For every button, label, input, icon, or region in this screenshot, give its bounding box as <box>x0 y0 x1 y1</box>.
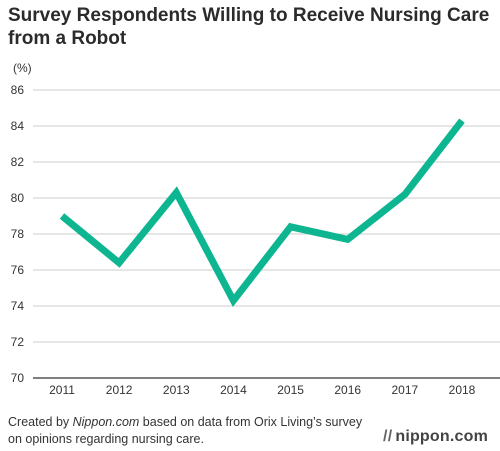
source-prefix: Created by <box>8 415 73 429</box>
y-tick-70: 70 <box>11 371 25 385</box>
y-tick-82: 82 <box>11 155 25 169</box>
x-tick-2018: 2018 <box>449 383 476 397</box>
x-tick-2012: 2012 <box>106 383 133 397</box>
series-line <box>59 118 465 308</box>
series-line-group <box>59 118 465 308</box>
chart-title: Survey Respondents Willing to Receive Nu… <box>8 5 490 49</box>
x-tick-2013: 2013 <box>163 383 190 397</box>
y-tick-84: 84 <box>11 119 25 133</box>
y-tick-76: 76 <box>11 263 25 277</box>
x-tick-2014: 2014 <box>220 383 247 397</box>
x-tick-2016: 2016 <box>334 383 361 397</box>
source-note: Created by Nippon.com based on data from… <box>8 414 378 448</box>
source-name: Nippon.com <box>72 415 140 429</box>
y-tick-80: 80 <box>11 191 25 205</box>
grid-lines <box>33 89 500 379</box>
logo-text: nippon.com <box>395 428 488 445</box>
nippon-logo: //nippon.com <box>383 428 488 446</box>
y-tick-72: 72 <box>11 335 25 349</box>
source-suffix: based on data from Orix Living’s survey … <box>8 415 363 446</box>
x-tick-2017: 2017 <box>392 383 419 397</box>
y-tick-74: 74 <box>11 299 25 313</box>
y-tick-86: 86 <box>11 83 25 97</box>
x-tick-2015: 2015 <box>277 383 304 397</box>
y-axis-unit: (%) <box>13 61 32 75</box>
y-tick-78: 78 <box>11 227 25 241</box>
x-tick-2011: 2011 <box>49 383 75 397</box>
x-tick-labels: 2011 2012 2013 2014 2015 2016 2017 2018 <box>49 383 476 397</box>
y-tick-labels: 70 72 74 76 78 80 82 84 86 <box>11 83 25 385</box>
logo-mark: // <box>383 428 393 445</box>
